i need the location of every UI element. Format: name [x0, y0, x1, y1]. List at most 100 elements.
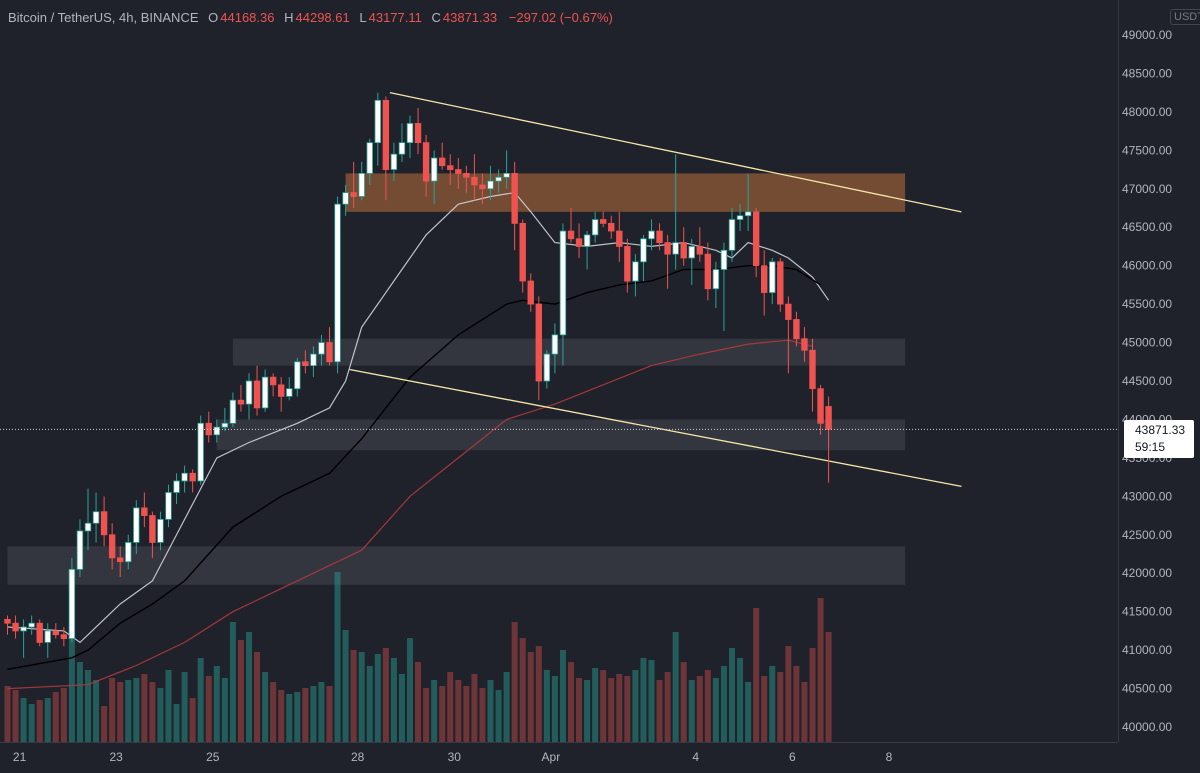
candle[interactable]: [286, 377, 293, 401]
support-zone-3[interactable]: [7, 546, 906, 585]
candle[interactable]: [221, 407, 229, 431]
support-zone-1[interactable]: [232, 338, 906, 366]
candle[interactable]: [173, 473, 180, 505]
candle[interactable]: [68, 557, 76, 643]
candle[interactable]: [664, 234, 671, 289]
candle[interactable]: [519, 219, 526, 293]
candle[interactable]: [76, 519, 84, 578]
currency-unit-badge[interactable]: USDT: [1170, 9, 1200, 25]
candle[interactable]: [117, 546, 124, 578]
support-zone-2[interactable]: [216, 419, 906, 451]
time-axis[interactable]: 21 23 25 28 30 Apr 4 6 8: [13, 750, 893, 764]
candle[interactable]: [60, 627, 68, 647]
price-axis[interactable]: 49000.00 48500.00 48000.00 47500.00 47000.00…: [1122, 28, 1172, 734]
moving-average-fast[interactable]: [7, 191, 830, 644]
candle[interactable]: [149, 511, 156, 558]
candle[interactable]: [277, 377, 285, 412]
candle[interactable]: [551, 323, 559, 374]
candle[interactable]: [310, 346, 317, 378]
candle[interactable]: [583, 231, 591, 270]
candle[interactable]: [165, 484, 172, 528]
moving-average-slow[interactable]: [7, 339, 813, 690]
candle[interactable]: [479, 173, 486, 205]
candle[interactable]: [92, 492, 100, 543]
candle[interactable]: [84, 488, 92, 551]
candle[interactable]: [12, 615, 19, 639]
candle[interactable]: [503, 150, 510, 189]
candle[interactable]: [36, 619, 43, 647]
candle[interactable]: [20, 619, 27, 658]
candle[interactable]: [430, 150, 438, 205]
candle[interactable]: [334, 196, 341, 374]
candle[interactable]: [487, 165, 494, 201]
candle[interactable]: [318, 334, 325, 366]
candle[interactable]: [366, 138, 373, 185]
candle[interactable]: [438, 142, 446, 170]
candle[interactable]: [350, 161, 357, 208]
candle[interactable]: [197, 415, 204, 485]
candle[interactable]: [44, 623, 51, 658]
candle[interactable]: [511, 161, 518, 251]
candle[interactable]: [567, 208, 575, 243]
candle[interactable]: [261, 369, 269, 412]
candle[interactable]: [720, 242, 728, 332]
candle[interactable]: [680, 227, 687, 266]
candle[interactable]: [253, 365, 261, 416]
candle[interactable]: [455, 158, 462, 189]
candle[interactable]: [712, 261, 720, 308]
candle[interactable]: [390, 142, 398, 182]
candle[interactable]: [213, 419, 220, 443]
candle[interactable]: [785, 296, 792, 374]
candle[interactable]: [108, 523, 116, 570]
lower-trendline[interactable]: [349, 368, 962, 487]
candle[interactable]: [640, 234, 647, 282]
candle[interactable]: [591, 211, 599, 243]
candle[interactable]: [535, 296, 542, 401]
candle[interactable]: [422, 134, 430, 197]
candle[interactable]: [4, 615, 11, 635]
candle[interactable]: [294, 357, 301, 397]
candle[interactable]: [728, 208, 736, 262]
candle[interactable]: [189, 469, 196, 493]
candle[interactable]: [624, 238, 631, 293]
candle[interactable]: [471, 154, 478, 201]
candle[interactable]: [326, 327, 333, 366]
candle[interactable]: [656, 223, 663, 251]
candle[interactable]: [495, 169, 502, 193]
candle[interactable]: [793, 311, 800, 347]
candle[interactable]: [600, 211, 607, 228]
candle[interactable]: [52, 623, 59, 639]
candle[interactable]: [125, 534, 132, 570]
candle[interactable]: [398, 123, 406, 162]
symbol-title[interactable]: Bitcoin / TetherUS, 4h, BINANCE: [8, 10, 199, 25]
candle[interactable]: [374, 92, 381, 166]
candle[interactable]: [559, 223, 567, 366]
candle[interactable]: [696, 227, 703, 262]
candle[interactable]: [672, 154, 679, 270]
candle[interactable]: [769, 257, 776, 305]
candle[interactable]: [744, 173, 752, 232]
candle[interactable]: [704, 242, 712, 301]
candle[interactable]: [100, 496, 108, 547]
candle[interactable]: [817, 384, 824, 435]
candle[interactable]: [688, 238, 695, 285]
candle[interactable]: [414, 108, 422, 155]
candle[interactable]: [608, 215, 615, 239]
candle[interactable]: [269, 373, 277, 397]
candle[interactable]: [736, 204, 744, 232]
candle[interactable]: [801, 327, 808, 362]
resistance-zone-0[interactable]: [345, 173, 906, 212]
candle[interactable]: [382, 96, 390, 201]
candle[interactable]: [527, 273, 534, 312]
candle[interactable]: [616, 211, 623, 262]
candle[interactable]: [181, 465, 188, 493]
candle[interactable]: [406, 115, 414, 159]
candle[interactable]: [632, 254, 639, 297]
candle[interactable]: [761, 250, 768, 316]
candle[interactable]: [809, 338, 816, 412]
candle[interactable]: [229, 392, 237, 428]
candle[interactable]: [358, 161, 365, 201]
upper-trendline[interactable]: [389, 92, 962, 213]
candle[interactable]: [752, 208, 760, 278]
